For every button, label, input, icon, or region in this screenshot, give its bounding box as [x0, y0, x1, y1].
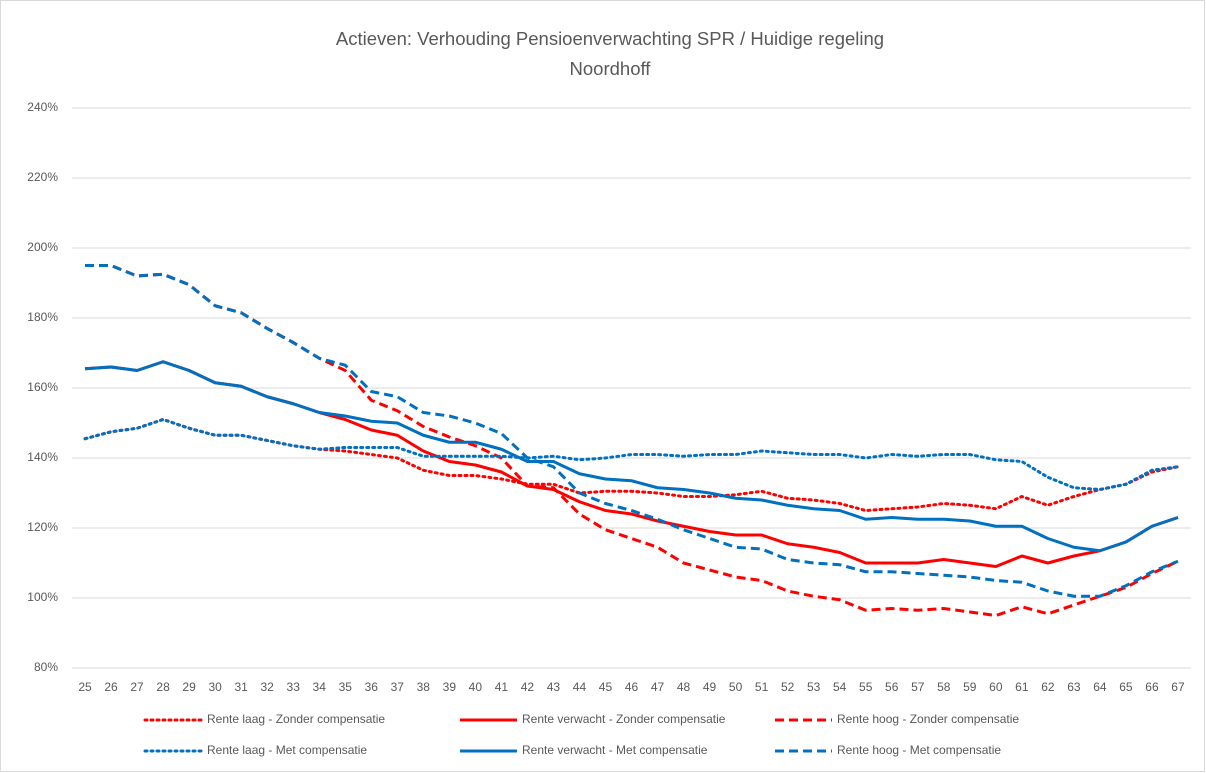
- y-tick-label: 140%: [27, 450, 58, 464]
- x-tick-label: 50: [729, 680, 743, 694]
- x-tick-label: 60: [989, 680, 1003, 694]
- x-tick-label: 37: [391, 680, 405, 694]
- y-tick-label: 180%: [27, 310, 58, 324]
- legend-label: Rente hoog - Met compensatie: [837, 743, 1001, 757]
- series-line: [84, 360, 1179, 553]
- x-tick-label: 33: [287, 680, 301, 694]
- x-tick-label: 47: [651, 680, 665, 694]
- x-tick-label: 31: [234, 680, 248, 694]
- x-tick-label: 25: [78, 680, 92, 694]
- x-tick-label: 45: [599, 680, 613, 694]
- x-tick-label: 46: [625, 680, 639, 694]
- x-tick-label: 34: [313, 680, 327, 694]
- x-tick-label: 52: [781, 680, 795, 694]
- y-tick-label: 100%: [27, 590, 58, 604]
- x-tick-label: 51: [755, 680, 769, 694]
- x-tick-label: 28: [156, 680, 170, 694]
- x-tick-label: 44: [573, 680, 587, 694]
- x-tick-label: 55: [859, 680, 873, 694]
- y-tick-label: 120%: [27, 520, 58, 534]
- x-tick-label: 59: [963, 680, 977, 694]
- x-tick-label: 53: [807, 680, 821, 694]
- x-tick-label: 62: [1041, 680, 1055, 694]
- x-tick-label: 43: [547, 680, 561, 694]
- x-tick-label: 61: [1015, 680, 1029, 694]
- x-tick-label: 39: [443, 680, 457, 694]
- legend-label: Rente laag - Met compensatie: [207, 743, 367, 757]
- x-tick-label: 64: [1093, 680, 1107, 694]
- series-line: [85, 264, 1179, 598]
- y-tick-label: 80%: [34, 660, 58, 674]
- x-tick-label: 26: [104, 680, 118, 694]
- chart-subtitle: Noordhoff: [570, 58, 652, 79]
- chart-title: Actieven: Verhouding Pensioenverwachting…: [336, 28, 884, 49]
- x-tick-label: 67: [1171, 680, 1185, 694]
- x-tick-label: 38: [417, 680, 431, 694]
- x-tick-label: 63: [1067, 680, 1081, 694]
- x-tick-label: 48: [677, 680, 691, 694]
- y-tick-label: 200%: [27, 240, 58, 254]
- legend-label: Rente verwacht - Met compensatie: [522, 743, 708, 757]
- x-tick-label: 42: [521, 680, 535, 694]
- x-tick-label: 65: [1119, 680, 1133, 694]
- legend-label: Rente laag - Zonder compensatie: [207, 712, 385, 726]
- x-tick-label: 30: [208, 680, 222, 694]
- x-tick-label: 36: [365, 680, 379, 694]
- x-tick-label: 54: [833, 680, 847, 694]
- x-tick-label: 41: [495, 680, 509, 694]
- x-tick-label: 49: [703, 680, 717, 694]
- x-tick-label: 29: [182, 680, 196, 694]
- y-tick-label: 240%: [27, 100, 58, 114]
- legend-label: Rente hoog - Zonder compensatie: [837, 712, 1019, 726]
- x-tick-label: 66: [1145, 680, 1159, 694]
- series-line: [83, 418, 1180, 491]
- x-tick-label: 35: [339, 680, 353, 694]
- legend-label: Rente verwacht - Zonder compensatie: [522, 712, 726, 726]
- x-tick-label: 58: [937, 680, 951, 694]
- y-tick-label: 160%: [27, 380, 58, 394]
- x-tick-label: 57: [911, 680, 925, 694]
- x-tick-label: 27: [130, 680, 144, 694]
- x-tick-label: 32: [260, 680, 274, 694]
- x-tick-label: 40: [469, 680, 483, 694]
- x-tick-label: 56: [885, 680, 899, 694]
- y-tick-label: 220%: [27, 170, 58, 184]
